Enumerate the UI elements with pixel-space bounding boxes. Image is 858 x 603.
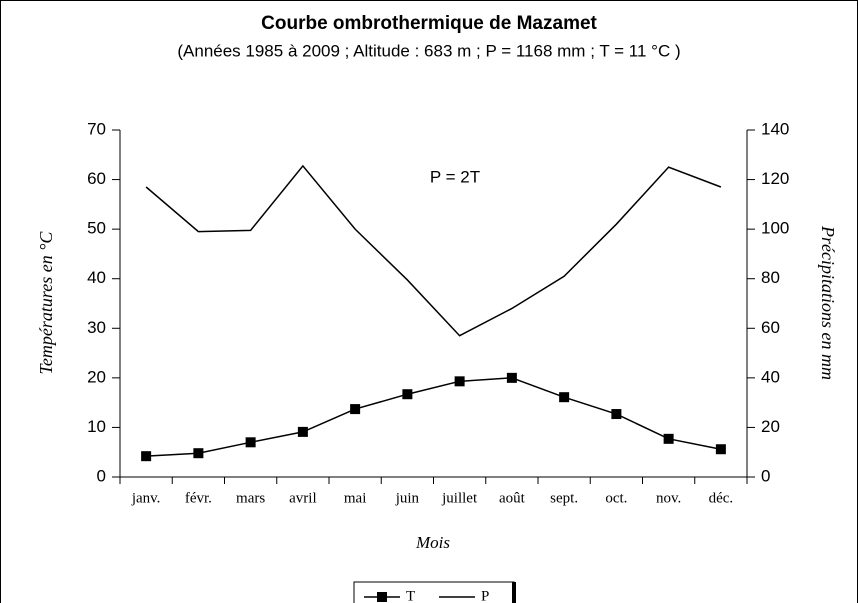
point [506,372,517,383]
x-tick-label: mai [344,490,367,506]
point [297,426,308,437]
series-line [145,164,722,337]
y2-tick-label: 60 [761,318,780,337]
x-tick-label: mars [236,490,265,506]
x-axis-title: Mois [415,533,450,552]
point [245,437,256,448]
y2-tick-label: 20 [761,417,780,436]
y-axis-title: Températures en °C [36,231,56,375]
x-tick-label: févr. [185,490,212,506]
series-line [146,377,722,457]
x-tick-label: avril [289,490,317,506]
y-tick-label: 30 [87,318,106,337]
y2-tick-label: 120 [761,169,789,188]
y-tick-label: 50 [87,219,106,238]
chart-subtitle: (Années 1985 à 2009 ; Altitude : 683 m ;… [177,41,680,60]
x-tick-label: nov. [656,490,681,506]
x-tick-label: oct. [605,490,627,506]
y-tick-label: 10 [87,417,106,436]
legend-marker [377,592,387,602]
point [350,404,361,415]
legend-label: P [481,588,489,603]
y-tick-label: 20 [87,367,106,386]
y-tick-label: 0 [97,466,106,485]
point [611,409,622,420]
y2-tick-label: 140 [761,119,789,138]
x-tick-label: juin [395,490,420,506]
y2-axis-title: Précipitations en mm [818,225,838,380]
y2-tick-label: 80 [761,268,780,287]
y-tick-label: 40 [87,268,106,287]
y2-tick-label: 40 [761,367,780,386]
point [663,433,674,444]
point [559,392,570,403]
x-tick-label: déc. [709,490,734,506]
x-tick-label: sept. [550,490,578,506]
y-tick-label: 60 [87,169,106,188]
point [193,448,204,459]
point [141,451,152,462]
x-tick-label: juillet [441,490,478,506]
point [402,389,413,400]
y-tick-label: 70 [87,119,106,138]
legend-label: T [406,588,415,603]
y2-tick-label: 0 [761,466,770,485]
x-tick-label: janv. [131,490,161,506]
annotation: P = 2T [430,167,480,186]
point [454,376,465,387]
x-tick-label: août [499,490,526,506]
y2-tick-label: 100 [761,219,789,238]
chart-title: Courbe ombrothermique de Mazamet [261,13,597,34]
point [715,444,726,455]
